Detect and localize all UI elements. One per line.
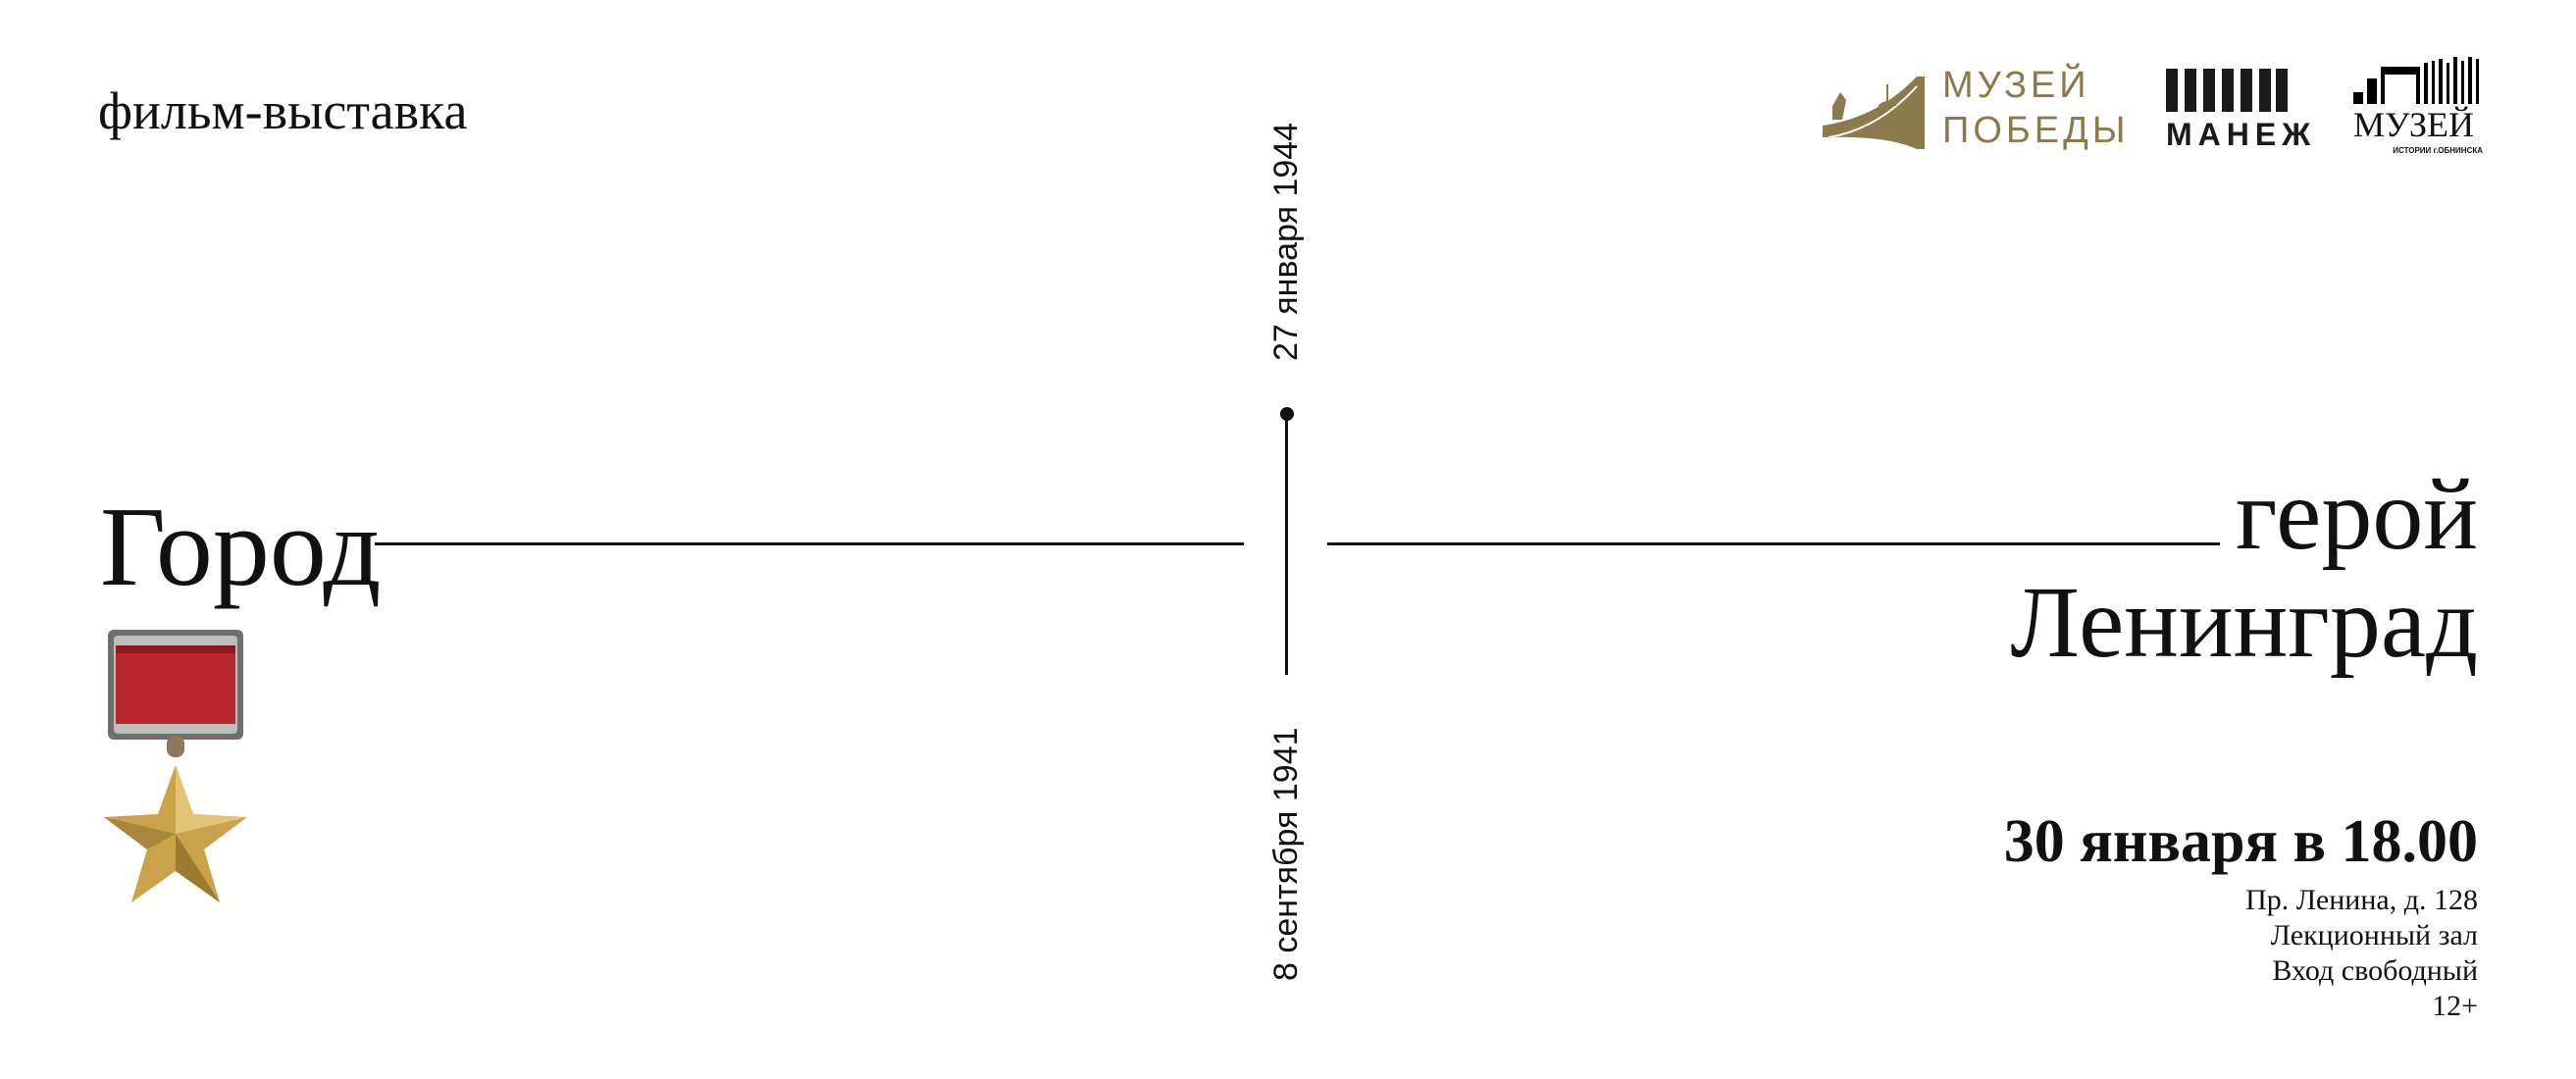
victory-museum-emblem-icon [1823,77,1925,149]
event-entry: Вход свободный [2272,954,2478,987]
timeline-end-date: 27 января 1944 [1267,122,1305,361]
title-right-line1: герой [2235,458,2478,571]
logo-muzei-pobedy: МУЗЕЙ ПОБЕДЫ [1819,63,2130,153]
manezh-bars-icon [2166,69,2288,112]
age-rating: 12+ [2432,990,2478,1022]
museum-building-icon [2353,57,2479,104]
timeline-vertical-line [1285,414,1288,675]
logo-museum-obninsk: МУЗЕЙ ИСТОРИИ г.ОБНИНСКА [2353,57,2483,157]
subtitle: фильм-выставка [98,81,468,140]
logo-manezh: МАНЕЖ [2166,69,2317,153]
logo-text: МУЗЕЙ [2353,105,2475,144]
event-date-time: 30 января в 18.00 [2003,808,2478,875]
logo-line: ПОБЕДЫ [1942,110,2130,151]
event-info: Пр. Ленина, д. 128 Лекционный зал Вход с… [2245,883,2478,1024]
title-left: Город [100,485,382,610]
event-hall: Лекционный зал [2270,919,2478,951]
title-right-line2: Ленинград [2010,566,2478,679]
logo-subtext: ИСТОРИИ г.ОБНИНСКА [2393,146,2483,155]
title-right: герой Ленинград [2010,461,2478,677]
logo-line: МУЗЕЙ [1942,65,2090,106]
logo-text: МАНЕЖ [2166,117,2317,152]
gold-star-medal-icon [104,630,247,902]
timeline-start-date: 8 сентября 1941 [1267,727,1305,981]
right-divider-line [1327,542,2220,545]
left-divider-line [375,542,1244,545]
event-address: Пр. Ленина, д. 128 [2245,884,2478,916]
